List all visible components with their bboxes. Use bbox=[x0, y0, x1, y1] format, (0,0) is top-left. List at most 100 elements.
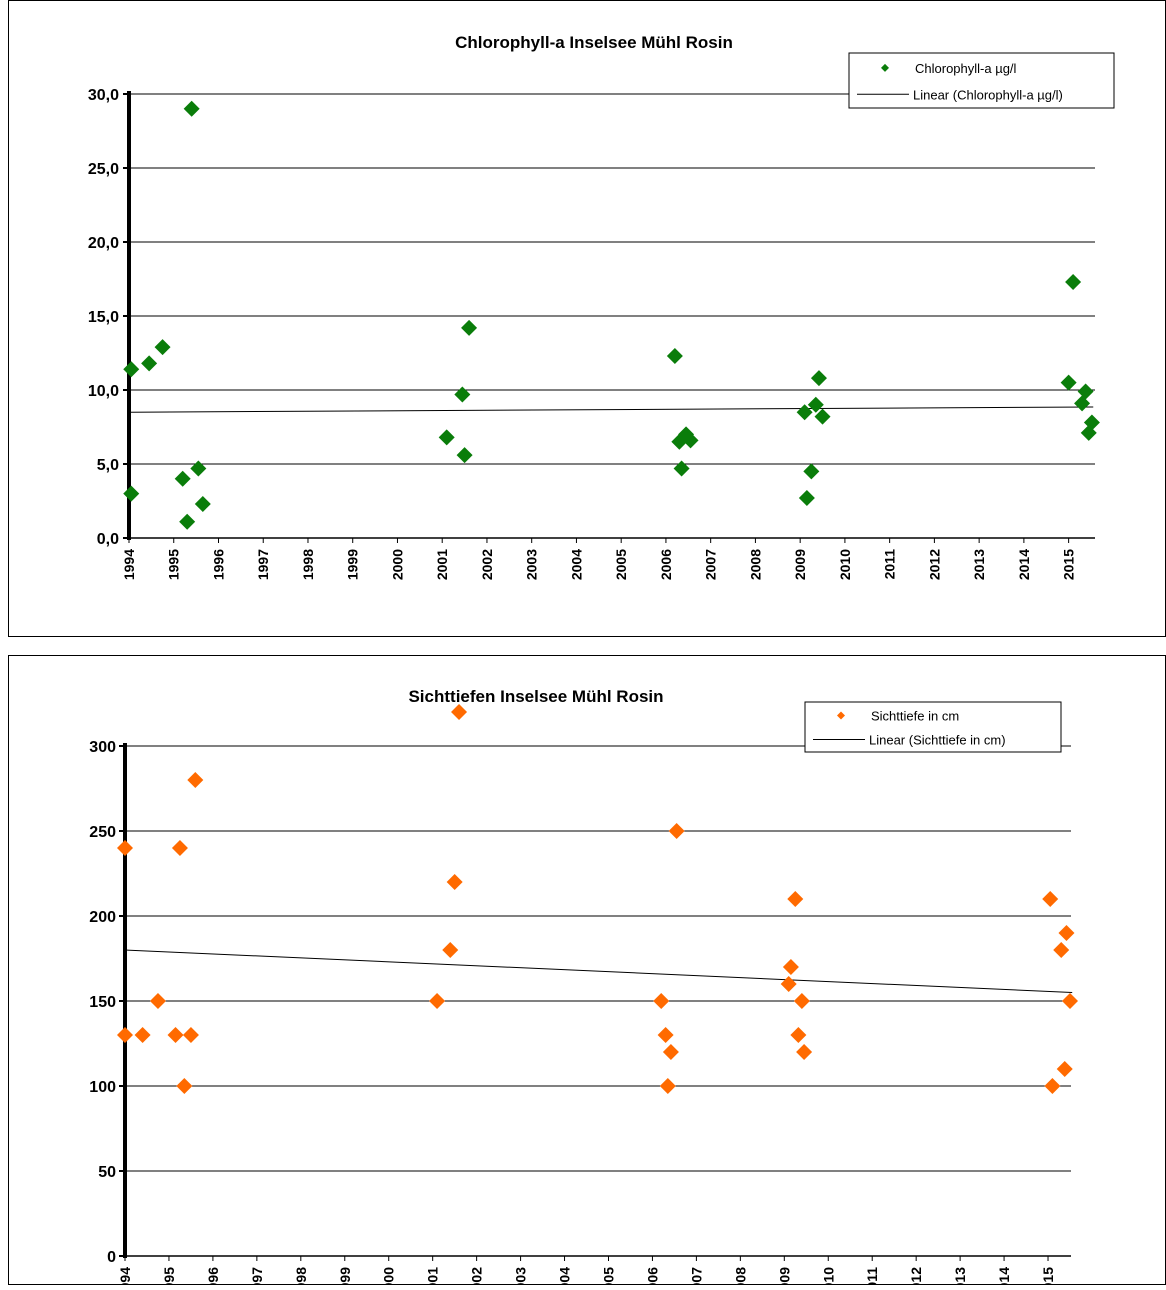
sichttiefe-data-point bbox=[176, 1078, 193, 1094]
sichttiefe-x-tick-label: 2005 bbox=[600, 1267, 616, 1285]
chlorophyll-x-tick-label: 2003 bbox=[524, 549, 540, 580]
sichttiefe-data-point bbox=[446, 874, 463, 890]
chlorophyll-data-point bbox=[123, 361, 140, 378]
sichttiefe-chart-panel: Sichttiefen Inselsee Mühl Rosin 0 50 100 150… bbox=[8, 655, 1166, 1290]
chlorophyll-y-tick-label: 10,0 bbox=[88, 383, 119, 400]
sichttiefe-data-point bbox=[1053, 942, 1070, 958]
chlorophyll-x-tick-label: 2015 bbox=[1061, 549, 1077, 580]
chlorophyll-x-tick-label: 2014 bbox=[1016, 549, 1032, 580]
chlorophyll-x-tick-label: 2006 bbox=[658, 549, 674, 580]
sichttiefe-y-tick-label: 300 bbox=[89, 739, 116, 756]
sichttiefe-x-tick-label: 2001 bbox=[425, 1267, 441, 1285]
sichttiefe-x-tick-label: 2009 bbox=[776, 1267, 792, 1285]
sichttiefe-data-point bbox=[429, 993, 446, 1009]
sichttiefe-x-tick-label: 2002 bbox=[469, 1267, 485, 1285]
sichttiefe-data-point bbox=[171, 840, 188, 856]
chlorophyll-y-tick-label: 15,0 bbox=[88, 309, 119, 326]
chlorophyll-x-tick-label: 2007 bbox=[703, 549, 719, 580]
chlorophyll-y-tick-label: 25,0 bbox=[88, 161, 119, 178]
sichttiefe-x-tick-label: 2015 bbox=[1040, 1267, 1056, 1285]
chlorophyll-x-tick-label: 2002 bbox=[479, 549, 495, 580]
chlorophyll-y-tick-label: 20,0 bbox=[88, 235, 119, 252]
sichttiefe-x-tick-label: 2006 bbox=[644, 1267, 660, 1285]
chlorophyll-legend-marker bbox=[881, 63, 889, 72]
chlorophyll-data-point bbox=[179, 513, 196, 530]
chlorophyll-data-point bbox=[798, 490, 815, 507]
sichttiefe-data-point bbox=[780, 976, 797, 992]
chlorophyll-data-point bbox=[123, 485, 140, 502]
chlorophyll-data-point bbox=[438, 429, 455, 446]
sichttiefe-x-tick-label: 2000 bbox=[381, 1267, 397, 1285]
chlorophyll-data-point bbox=[190, 460, 207, 477]
sichttiefe-x-tick-label: 2003 bbox=[513, 1267, 529, 1285]
chlorophyll-legend-box bbox=[848, 52, 1115, 109]
chlorophyll-x-tick-label: 1994 bbox=[121, 549, 137, 580]
sichttiefe-x-tick-label: 1999 bbox=[337, 1267, 353, 1285]
chlorophyll-x-tick-label: 2005 bbox=[613, 549, 629, 580]
sichttiefe-data-point bbox=[1062, 993, 1078, 1009]
chlorophyll-x-tick-label: 2012 bbox=[926, 549, 942, 580]
sichttiefe-x-tick-label: 2014 bbox=[996, 1267, 1012, 1285]
sichttiefe-data-point bbox=[117, 840, 133, 856]
sichttiefe-x-tick-label: 2007 bbox=[688, 1267, 704, 1285]
sichttiefe-x-tick-label: 2010 bbox=[820, 1267, 836, 1285]
sichttiefe-data-point bbox=[657, 1027, 674, 1043]
chlorophyll-data-point bbox=[194, 495, 211, 512]
sichttiefe-y-tick-label: 100 bbox=[89, 1079, 116, 1096]
chlorophyll-y-tick-label: 30,0 bbox=[88, 87, 119, 104]
chlorophyll-data-point bbox=[796, 404, 813, 421]
chlorophyll-x-tick-label: 1997 bbox=[255, 549, 271, 580]
sichttiefe-data-point bbox=[1056, 1061, 1073, 1077]
sichttiefe-y-tick-label: 150 bbox=[89, 994, 116, 1011]
chlorophyll-trend-line bbox=[128, 406, 1094, 413]
chlorophyll-chart-title: Chlorophyll-a Inselsee Mühl Rosin bbox=[455, 33, 733, 52]
chlorophyll-data-point bbox=[673, 460, 690, 477]
chlorophyll-x-tick-label: 2013 bbox=[971, 549, 987, 580]
chlorophyll-data-point bbox=[174, 470, 191, 487]
sichttiefe-data-point bbox=[782, 959, 799, 975]
sichttiefe-x-tick-label: 2011 bbox=[864, 1267, 880, 1285]
chlorophyll-x-tick-label: 2001 bbox=[434, 549, 450, 580]
sichttiefe-x-tick-label: 2008 bbox=[732, 1267, 748, 1285]
chlorophyll-data-point bbox=[810, 370, 827, 387]
sichttiefe-data-point bbox=[442, 942, 459, 958]
chlorophyll-legend-label-trend: Linear (Chlorophyll-a µg/l) bbox=[913, 87, 1063, 102]
chlorophyll-x-tick-label: 1999 bbox=[345, 549, 361, 580]
chlorophyll-data-point bbox=[1083, 414, 1100, 431]
sichttiefe-x-tick-label: 1994 bbox=[117, 1267, 133, 1285]
chlorophyll-data-point bbox=[807, 396, 824, 413]
chlorophyll-data-point bbox=[1074, 395, 1091, 412]
chlorophyll-x-tick-label: 2008 bbox=[747, 549, 763, 580]
chlorophyll-data-point bbox=[183, 100, 200, 117]
sichttiefe-data-point bbox=[1042, 891, 1059, 907]
chlorophyll-x-tick-label: 1998 bbox=[300, 549, 316, 580]
chlorophyll-data-point bbox=[141, 355, 158, 372]
chlorophyll-y-tick-label: 0,0 bbox=[97, 531, 119, 548]
sichttiefe-legend-box bbox=[804, 701, 1062, 753]
sichttiefe-data-point bbox=[668, 823, 685, 839]
sichttiefe-data-point bbox=[790, 1027, 807, 1043]
sichttiefe-legend-marker bbox=[837, 711, 845, 720]
chlorophyll-data-point bbox=[666, 347, 683, 364]
sichttiefe-data-point bbox=[1058, 925, 1075, 941]
sichttiefe-data-point bbox=[187, 772, 204, 788]
sichttiefe-x-tick-label: 1998 bbox=[293, 1267, 309, 1285]
sichttiefe-data-point bbox=[134, 1027, 151, 1043]
sichttiefe-data-point bbox=[117, 1027, 133, 1043]
chlorophyll-data-point bbox=[1065, 273, 1082, 290]
sichttiefe-y-tick-label: 200 bbox=[89, 909, 116, 926]
sichttiefe-data-point bbox=[787, 891, 804, 907]
sichttiefe-data-point bbox=[659, 1078, 676, 1094]
chlorophyll-x-tick-label: 1995 bbox=[166, 549, 182, 580]
chlorophyll-x-tick-label: 2011 bbox=[882, 549, 898, 580]
chlorophyll-x-tick-label: 2004 bbox=[568, 549, 584, 580]
sichttiefe-data-point bbox=[451, 704, 468, 720]
chlorophyll-data-point bbox=[1077, 383, 1094, 400]
sichttiefe-x-tick-label: 1997 bbox=[249, 1267, 265, 1285]
sichttiefe-data-point bbox=[149, 993, 166, 1009]
sichttiefe-x-tick-label: 2012 bbox=[908, 1267, 924, 1285]
sichttiefe-y-tick-label: 50 bbox=[98, 1164, 116, 1181]
sichttiefe-data-point bbox=[662, 1044, 679, 1060]
chlorophyll-y-tick-label: 5,0 bbox=[97, 457, 119, 474]
chlorophyll-chart-panel: Chlorophyll-a Inselsee Mühl Rosin 0,0 5,0 1… bbox=[8, 0, 1166, 637]
